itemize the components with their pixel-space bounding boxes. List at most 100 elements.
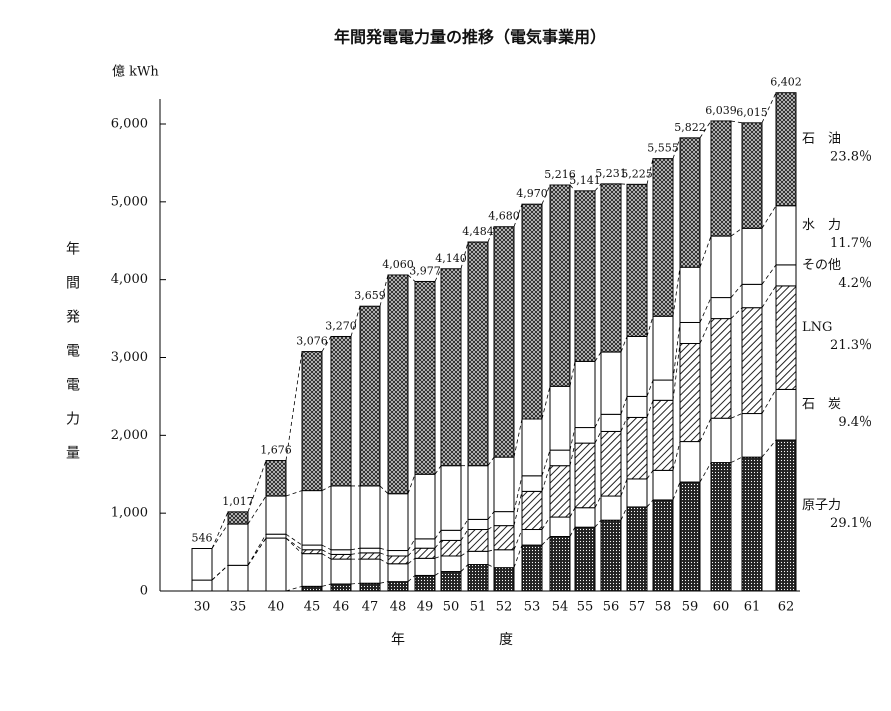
bar-segment bbox=[359, 547, 381, 554]
bar-segment bbox=[227, 523, 249, 566]
x-tick-label: 55 bbox=[577, 600, 594, 615]
connector bbox=[594, 519, 602, 528]
connector bbox=[569, 361, 576, 387]
connector bbox=[699, 418, 712, 442]
total-label: 5,822 bbox=[674, 121, 706, 134]
bar-segment bbox=[265, 460, 287, 497]
bar-segment bbox=[330, 558, 352, 585]
connector bbox=[541, 516, 551, 530]
legend-share: 23.8％ bbox=[830, 150, 872, 165]
connector bbox=[646, 400, 654, 418]
bar-segment bbox=[679, 266, 701, 323]
connector bbox=[594, 431, 602, 444]
total-label: 3,076 bbox=[296, 335, 328, 348]
connector bbox=[487, 564, 495, 569]
connector bbox=[247, 495, 267, 525]
connector bbox=[730, 456, 743, 463]
bar-segment bbox=[301, 553, 323, 587]
connector bbox=[434, 530, 442, 540]
x-tick-label: 53 bbox=[524, 600, 541, 615]
y-axis-label: 年間発電電力量 bbox=[64, 241, 80, 479]
y-tick-label: 4,000 bbox=[111, 272, 148, 287]
connector bbox=[699, 318, 712, 344]
bar-segment bbox=[521, 475, 543, 492]
bar-segment bbox=[440, 268, 462, 467]
x-tick-label: 46 bbox=[333, 600, 350, 615]
bar-segment bbox=[626, 395, 648, 418]
connector bbox=[646, 470, 654, 480]
connector bbox=[285, 351, 303, 461]
total-label: 3,977 bbox=[409, 264, 441, 277]
bar-segment bbox=[387, 493, 409, 552]
connector bbox=[460, 519, 469, 531]
connector bbox=[569, 427, 576, 451]
connector bbox=[513, 204, 523, 227]
connector bbox=[699, 235, 712, 268]
x-tick-label: 45 bbox=[304, 600, 321, 615]
y-tick-label: 6,000 bbox=[111, 117, 148, 132]
bar-segment bbox=[440, 465, 462, 531]
connector bbox=[379, 558, 389, 565]
bar-segment bbox=[549, 385, 571, 451]
y-unit: 億 kWh bbox=[112, 64, 159, 80]
bar-segment bbox=[600, 519, 622, 592]
connector bbox=[350, 306, 361, 337]
bar-segment bbox=[679, 342, 701, 443]
bar-segment bbox=[359, 305, 381, 487]
bar-segment bbox=[414, 574, 436, 592]
total-label: 5,216 bbox=[544, 168, 576, 181]
y-tick-label: 3,000 bbox=[111, 350, 148, 365]
connector bbox=[460, 241, 469, 269]
connector bbox=[247, 537, 267, 566]
x-tick-label: 35 bbox=[230, 600, 247, 615]
bar-segment bbox=[521, 529, 543, 546]
connector bbox=[594, 183, 602, 192]
bar-segment bbox=[626, 335, 648, 397]
connector bbox=[620, 396, 628, 415]
bar-segment bbox=[330, 549, 352, 555]
total-label: 546 bbox=[192, 532, 213, 545]
connector bbox=[321, 553, 332, 560]
bar-segment bbox=[440, 555, 462, 573]
x-tick-label: 61 bbox=[744, 600, 761, 615]
connector bbox=[569, 184, 576, 192]
connector bbox=[285, 585, 303, 592]
bar-segment bbox=[652, 499, 674, 592]
bar-segment bbox=[414, 557, 436, 576]
bar-segment bbox=[652, 399, 674, 471]
bar-segment bbox=[710, 120, 732, 237]
connector bbox=[379, 547, 389, 551]
total-label: 5,141 bbox=[569, 174, 601, 187]
bar-segment bbox=[521, 544, 543, 592]
connector bbox=[569, 443, 576, 466]
bar-segment bbox=[652, 158, 674, 317]
bar-segment bbox=[652, 315, 674, 381]
bar-segment bbox=[493, 567, 515, 592]
bar-segment bbox=[574, 427, 596, 444]
bar-segment bbox=[387, 550, 409, 557]
bar-segment bbox=[493, 525, 515, 551]
legend-label: 水 力 bbox=[802, 218, 841, 233]
connector bbox=[594, 414, 602, 428]
bar-segment bbox=[600, 495, 622, 521]
bar-segment bbox=[359, 552, 381, 560]
bar-segment bbox=[549, 536, 571, 592]
bar-segment bbox=[741, 283, 763, 309]
bar-segment bbox=[741, 413, 763, 458]
connector bbox=[594, 351, 602, 362]
bar-segment bbox=[775, 92, 797, 207]
connector bbox=[672, 267, 681, 317]
legend-label: 石 炭 bbox=[802, 397, 841, 412]
connector bbox=[434, 540, 442, 549]
connector bbox=[730, 120, 743, 124]
total-label: 6,015 bbox=[736, 106, 768, 119]
bar-segment bbox=[467, 465, 489, 520]
connector bbox=[379, 581, 389, 584]
total-label: 6,039 bbox=[705, 104, 737, 117]
connector bbox=[407, 557, 416, 565]
total-label: 4,970 bbox=[516, 187, 548, 200]
connector bbox=[761, 92, 777, 124]
bar-segment bbox=[227, 511, 249, 525]
connector bbox=[247, 460, 267, 512]
x-tick-label: 54 bbox=[552, 600, 569, 615]
